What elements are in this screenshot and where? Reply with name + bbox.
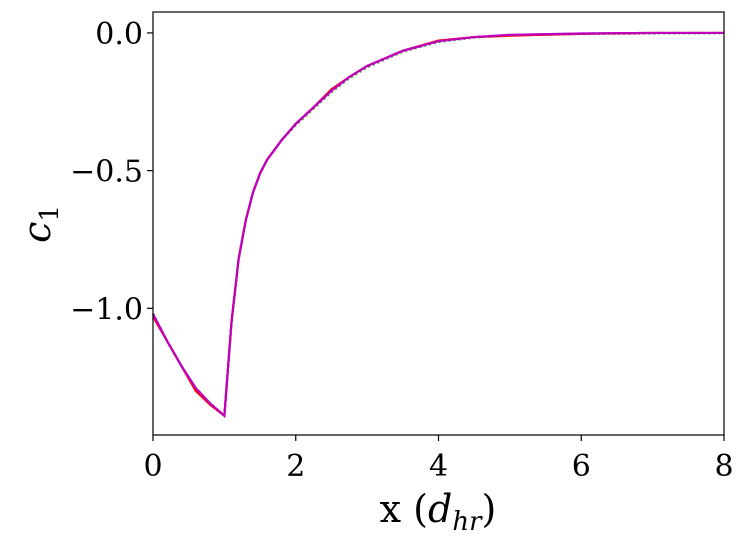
series-line: [152, 31, 724, 418]
series-line: [152, 32, 725, 418]
series-line: [152, 31, 724, 418]
x-label-part: hr: [452, 507, 483, 537]
series-line: [152, 31, 724, 418]
y-axis-label: c1: [15, 205, 65, 243]
x-tick-label: 6: [572, 449, 591, 484]
plot-frame: [152, 11, 725, 436]
x-tick-label: 2: [286, 449, 305, 484]
x-tick-label: 8: [714, 449, 733, 484]
y-tick-label: 0.0: [95, 17, 143, 52]
x-tick-label: 4: [429, 449, 448, 484]
x-label-part: d: [428, 487, 452, 531]
x-tick-label: 0: [143, 449, 162, 484]
x-label-part: x (: [380, 487, 428, 531]
x-label-part: ): [482, 487, 497, 531]
y-label-part: 1: [35, 205, 65, 222]
y-label-part: c: [15, 222, 59, 243]
x-axis-label: x (dhr): [380, 487, 497, 537]
y-tick-label: −0.5: [70, 155, 143, 190]
y-tick-label: −1.0: [70, 292, 143, 327]
